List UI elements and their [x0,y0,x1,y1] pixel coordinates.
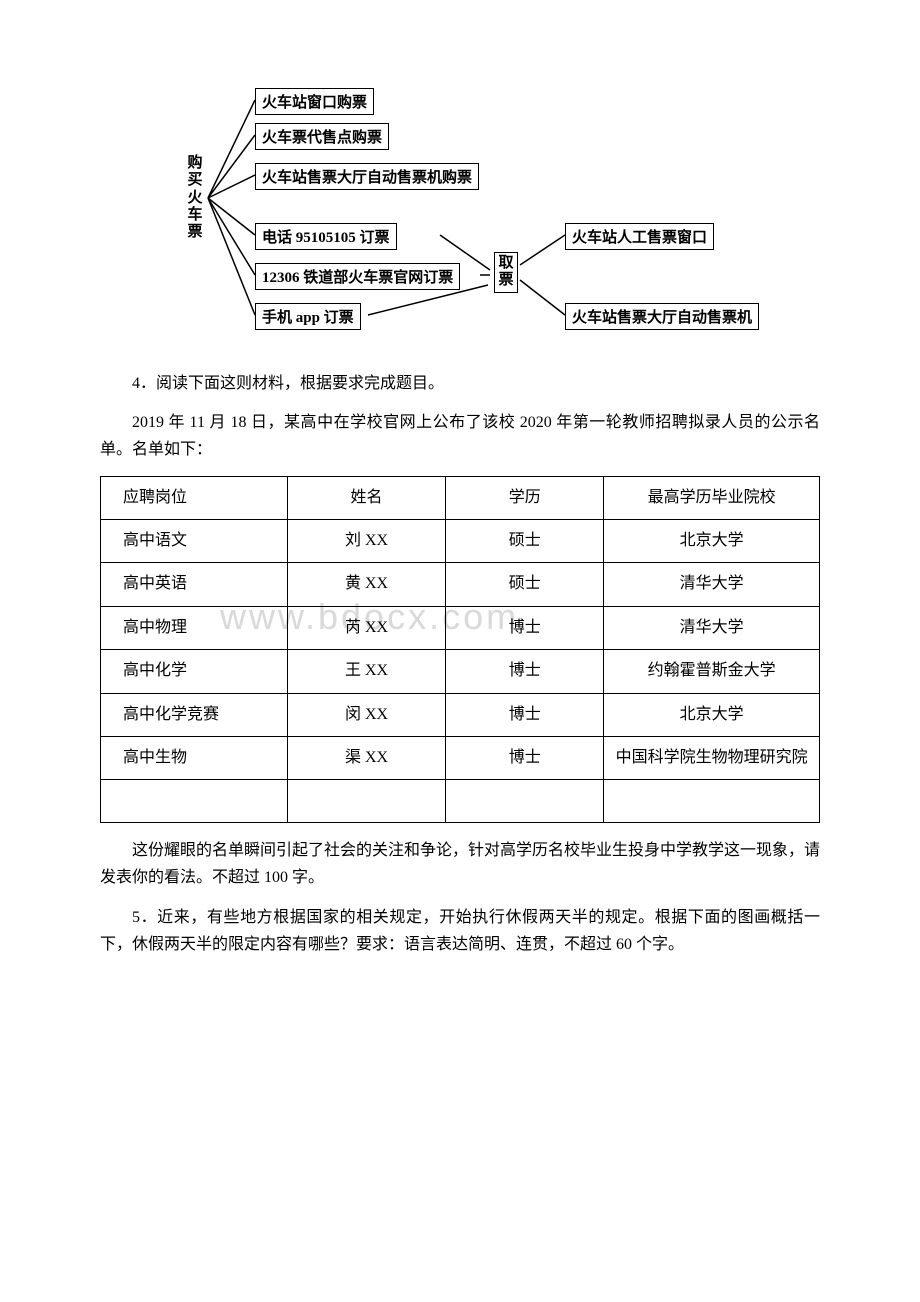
diagram-pickup-label: 取票 [494,252,518,293]
diagram-option-5: 12306 铁道部火车票官网订票 [255,263,460,290]
table-header-cell: 最高学历毕业院校 [604,476,820,519]
table-cell: 博士 [446,606,604,649]
table-cell: 高中生物 [101,736,288,779]
table-cell: 刘 XX [287,519,445,562]
q4-intro: 2019 年 11 月 18 日，某高中在学校官网上公布了该校 2020 年第一… [100,409,820,463]
diagram-option-3: 火车站售票大厅自动售票机购票 [255,163,479,190]
table-cell: 渠 XX [287,736,445,779]
table-cell: 清华大学 [604,563,820,606]
recruit-table: 应聘岗位 姓名 学历 最高学历毕业院校 高中语文 刘 XX 硕士 北京大学 高中… [100,476,820,824]
q5-text: 5．近来，有些地方根据国家的相关规定，开始执行休假两天半的规定。根据下面的图画概… [100,904,820,958]
diagram-option-1: 火车站窗口购票 [255,88,374,115]
table-row: 高中英语 黄 XX 硕士 清华大学 [101,563,820,606]
table-cell: 高中化学 [101,650,288,693]
table-cell: 王 XX [287,650,445,693]
q4-prompt: 4．阅读下面这则材料，根据要求完成题目。 [100,370,820,397]
diagram-pickup-2: 火车站售票大厅自动售票机 [565,303,759,330]
recruit-table-wrap: www.bdocx.com 应聘岗位 姓名 学历 最高学历毕业院校 高中语文 刘… [100,476,820,824]
table-cell: 清华大学 [604,606,820,649]
table-cell: 高中英语 [101,563,288,606]
table-row: 高中语文 刘 XX 硕士 北京大学 [101,519,820,562]
table-cell: 北京大学 [604,519,820,562]
table-cell [287,780,445,823]
table-cell: 中国科学院生物物理研究院 [604,736,820,779]
table-cell [446,780,604,823]
table-cell: 芮 XX [287,606,445,649]
diagram-option-2: 火车票代售点购票 [255,123,389,150]
table-cell: 高中物理 [101,606,288,649]
table-header-cell: 应聘岗位 [101,476,288,519]
diagram-pickup-1: 火车站人工售票窗口 [565,223,714,250]
table-header-cell: 学历 [446,476,604,519]
table-row [101,780,820,823]
table-row: 高中化学 王 XX 博士 约翰霍普斯金大学 [101,650,820,693]
table-cell: 北京大学 [604,693,820,736]
table-cell: 博士 [446,650,604,693]
table-cell: 硕士 [446,519,604,562]
table-cell: 硕士 [446,563,604,606]
table-cell: 闵 XX [287,693,445,736]
table-cell: 博士 [446,736,604,779]
diagram-root-label: 购买火车票 [186,155,204,241]
table-row: 高中物理 芮 XX 博士 清华大学 [101,606,820,649]
table-row: 应聘岗位 姓名 学历 最高学历毕业院校 [101,476,820,519]
table-cell: 博士 [446,693,604,736]
table-cell: 黄 XX [287,563,445,606]
table-cell: 高中化学竞赛 [101,693,288,736]
q4-followup: 这份耀眼的名单瞬间引起了社会的关注和争论，针对高学历名校毕业生投身中学教学这一现… [100,837,820,891]
table-row: 高中化学竞赛 闵 XX 博士 北京大学 [101,693,820,736]
table-cell [604,780,820,823]
ticket-diagram: 购买火车票 火车站窗口购票 火车票代售点购票 火车站售票大厅自动售票机购票 电话… [180,80,740,340]
diagram-lines [180,80,740,340]
table-cell: 高中语文 [101,519,288,562]
diagram-option-4: 电话 95105105 订票 [255,223,397,250]
table-row: 高中生物 渠 XX 博士 中国科学院生物物理研究院 [101,736,820,779]
diagram-option-6: 手机 app 订票 [255,303,361,330]
table-cell [101,780,288,823]
table-cell: 约翰霍普斯金大学 [604,650,820,693]
table-header-cell: 姓名 [287,476,445,519]
